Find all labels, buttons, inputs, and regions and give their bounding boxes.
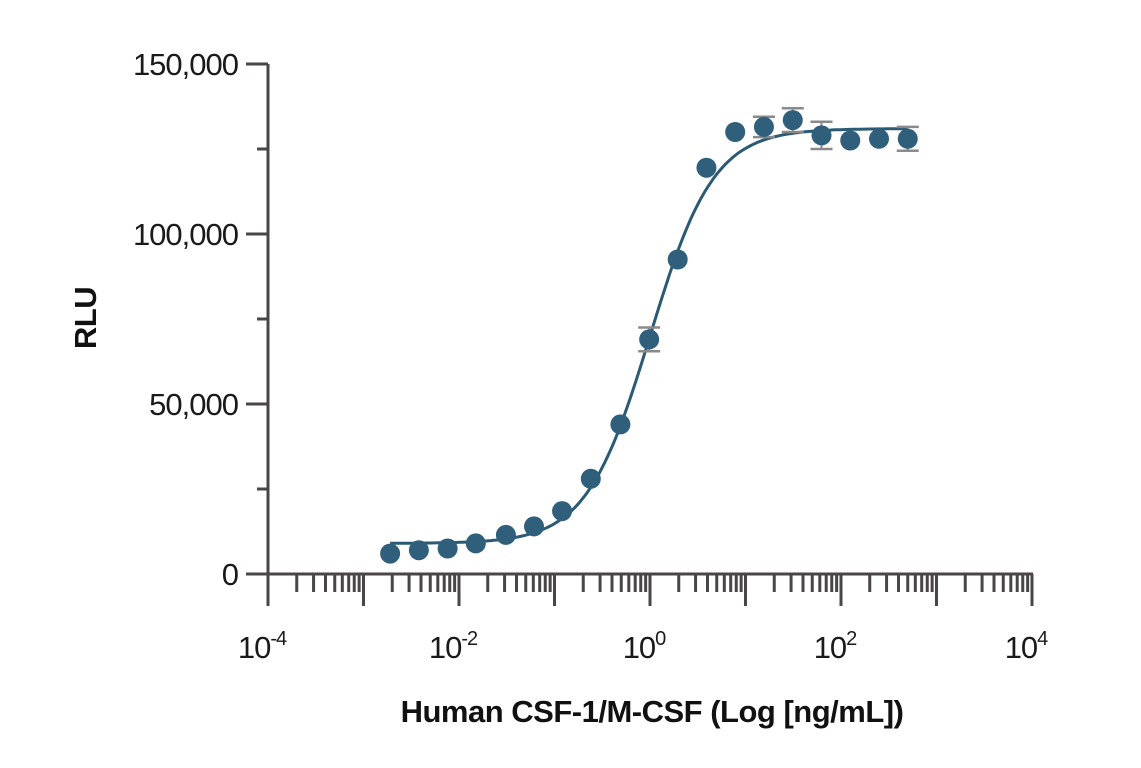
x-tick-exponent: -4 (270, 628, 287, 650)
x-tick-base: 10 (1005, 630, 1038, 665)
y-tick-label: 150,000 (133, 47, 239, 82)
data-point (380, 543, 401, 564)
data-point (753, 116, 774, 137)
data-point (840, 130, 861, 151)
data-point (897, 128, 918, 149)
data-point (725, 122, 746, 142)
data-points (380, 110, 918, 564)
x-tick-base: 10 (623, 630, 656, 665)
data-point (580, 468, 601, 489)
y-axis-title: RLU (68, 287, 103, 349)
x-tick-label: 102 (814, 628, 857, 665)
data-point (610, 414, 631, 435)
data-point (782, 110, 803, 131)
x-tick-label: 10-4 (238, 628, 287, 665)
data-point (639, 329, 660, 350)
x-tick-label: 104 (1005, 628, 1048, 665)
data-point (667, 249, 688, 270)
x-tick-base: 10 (814, 630, 847, 665)
y-tick-label: 100,000 (133, 217, 239, 252)
x-tick-exponent: 0 (655, 628, 666, 650)
x-tick-exponent: 2 (846, 628, 857, 650)
data-point (811, 125, 832, 146)
x-tick-label: 100 (623, 628, 666, 665)
data-point (523, 516, 544, 537)
y-tick-label: 50,000 (149, 387, 239, 422)
data-point (552, 501, 573, 522)
y-tick-label: 0 (222, 557, 239, 592)
x-tick-label: 10-2 (429, 628, 478, 665)
x-tick-base: 10 (429, 630, 462, 665)
x-tick-exponent: -2 (461, 628, 478, 650)
x-axis-title: Human CSF-1/M-CSF (Log [ng/mL]) (401, 694, 904, 729)
x-tick-exponent: 4 (1037, 628, 1048, 650)
data-point (495, 524, 516, 545)
y-tick-labels: 0 50,000 100,000 150,000 (133, 47, 240, 592)
data-point (408, 540, 429, 561)
x-axis (246, 572, 1034, 606)
x-tick-labels: 10-4 10-2 100 102 104 (238, 628, 1049, 665)
y-axis (246, 62, 270, 604)
x-tick-base: 10 (238, 630, 271, 665)
data-point (696, 157, 717, 178)
data-point (437, 538, 458, 559)
data-point (465, 533, 486, 554)
data-point (869, 128, 890, 149)
